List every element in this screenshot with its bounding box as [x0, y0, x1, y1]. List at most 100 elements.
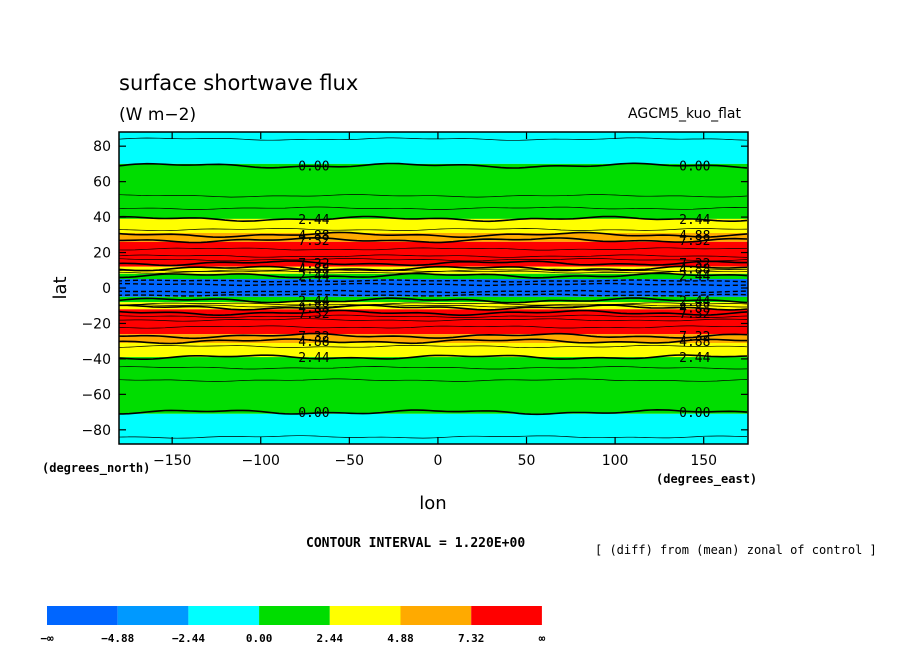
contour-band: [119, 218, 748, 234]
negative-contour-line: [119, 289, 748, 294]
contour-label: 2.44: [298, 294, 329, 309]
colorbar-label: 0.00: [246, 632, 273, 645]
contour-line: [119, 378, 748, 382]
contour-labels: 0.002.444.887.327.324.882.442.444.887.32…: [298, 160, 710, 421]
colorbar-label: 2.44: [317, 632, 344, 645]
contour-line: [119, 231, 748, 239]
chart-title: surface shortwave flux: [119, 71, 358, 95]
contour-band: [119, 132, 748, 164]
contour-band: [119, 279, 748, 297]
colorbar-label: 7.32: [458, 632, 485, 645]
contour-label: 0.00: [298, 160, 329, 175]
contour-label: 2.44: [679, 294, 710, 309]
contour-label: 7.32: [679, 330, 710, 345]
y-unit-label: (degrees_north): [42, 461, 150, 476]
colorbar-label: −2.44: [172, 632, 205, 645]
contour-line: [119, 254, 748, 258]
y-tick-label: −80: [81, 423, 111, 439]
contour-band: [119, 233, 748, 242]
contour-label: 2.44: [298, 213, 329, 228]
contour-label: 4.88: [679, 335, 710, 350]
contour-line: [119, 228, 748, 232]
x-tick-label: −50: [335, 453, 365, 469]
contour-label: 4.88: [679, 229, 710, 244]
contour-line: [119, 247, 748, 251]
contour-line: [119, 215, 748, 223]
colorbar-label: −4.88: [101, 632, 134, 645]
contour-label: 4.88: [298, 335, 329, 350]
colorbar-swatch: [47, 606, 118, 625]
contour-label: 2.44: [679, 351, 710, 366]
y-tick-label: 40: [93, 210, 111, 226]
contour-label: 0.00: [298, 406, 329, 421]
contour-label: 2.44: [298, 351, 329, 366]
contour-line: [119, 194, 748, 198]
colorbar: −∞ −4.88 −2.44 0.00 2.44 4.88 7.32 ∞: [40, 606, 546, 645]
y-tick-label: −20: [81, 317, 111, 333]
contour-label: 7.32: [679, 257, 710, 272]
y-tick-label: 80: [93, 139, 111, 155]
negative-contour-line: [119, 293, 748, 297]
contour-label: 4.88: [679, 263, 710, 278]
contour-fill-bands: [119, 132, 748, 444]
contour-band: [119, 273, 748, 280]
contour-line: [119, 366, 748, 370]
contour-band: [119, 413, 748, 444]
contour-line: [119, 265, 748, 272]
contour-line: [119, 304, 748, 311]
contour-label: 2.44: [679, 270, 710, 285]
y-tick-label: −60: [81, 387, 111, 403]
contour-label: 0.00: [679, 160, 710, 175]
x-axis: −150 −100 −50 0 50 100 150: [153, 132, 717, 469]
contour-line: [119, 272, 748, 279]
chart-units: (W m−2): [119, 105, 196, 125]
colorbar-swatch: [329, 606, 401, 625]
contour-line: [119, 270, 748, 274]
negative-contour-line: [119, 279, 748, 283]
contour-line: [119, 354, 748, 360]
contour-label: 7.32: [679, 234, 710, 249]
contour-line: [119, 344, 748, 349]
contour-line: [119, 314, 748, 318]
contour-label: 7.32: [298, 234, 329, 249]
contour-line: [119, 258, 748, 262]
colorbar-swatch: [259, 606, 330, 625]
x-tick-label: −100: [241, 453, 279, 469]
contour-line: [119, 408, 748, 416]
contour-label: 7.32: [298, 330, 329, 345]
colorbar-swatch: [400, 606, 472, 625]
contour-band: [119, 357, 748, 414]
y-tick-label: 20: [93, 246, 111, 262]
colorbar-label: ∞: [539, 632, 546, 645]
colorbar-swatch: [188, 606, 260, 625]
case-name: AGCM5_kuo_flat: [628, 106, 741, 122]
y-tick-label: −40: [81, 352, 111, 368]
contour-interval: CONTOUR INTERVAL = 1.220E+00: [306, 536, 525, 551]
contour-line: [119, 318, 748, 322]
contour-label: 7.32: [679, 307, 710, 322]
contour-line: [119, 236, 748, 244]
contour-label: 4.88: [298, 302, 329, 317]
negative-contour-line: [119, 282, 748, 287]
colorbar-swatch: [117, 606, 189, 625]
contour-line: [119, 302, 748, 306]
colorbar-label: 4.88: [387, 632, 414, 645]
x-axis-label: lon: [419, 493, 446, 514]
x-tick-label: 0: [433, 453, 442, 469]
contour-line: [119, 338, 747, 345]
y-tick-label: 0: [102, 281, 111, 297]
x-tick-label: −150: [153, 453, 191, 469]
contour-line: [119, 325, 748, 329]
y-axis-label: lat: [50, 276, 71, 299]
contour-line: [119, 304, 747, 308]
contour-label: 4.88: [298, 229, 329, 244]
colorbar-label: −∞: [40, 632, 54, 645]
y-axis: 80 60 40 20 0 −20 −40 −60 −80: [81, 139, 748, 439]
contour-line: [119, 206, 748, 210]
y-tick-label: 60: [93, 175, 111, 191]
contour-band: [119, 163, 748, 219]
contour-band: [119, 266, 748, 274]
contour-line: [119, 297, 748, 304]
contour-label: 7.32: [298, 307, 329, 322]
